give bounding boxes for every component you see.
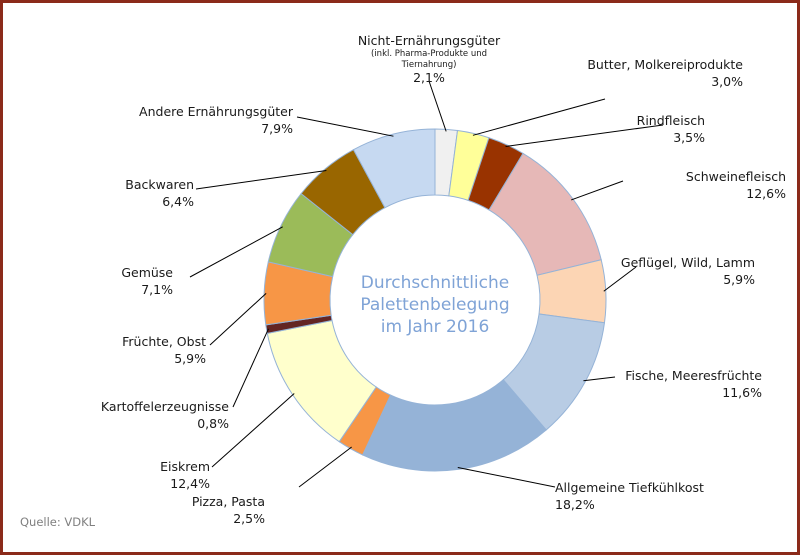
value-label-backwaren: 6,4% <box>162 194 194 209</box>
leader-nicht-ernaehrungsgueter <box>428 80 447 132</box>
value-label-fruechte-obst: 5,9% <box>174 351 206 366</box>
label-gefluegel-wild-lamm: Geflügel, Wild, Lamm <box>621 255 755 270</box>
label-eiskrem: Eiskrem <box>160 459 210 474</box>
label-allgemeine-tiefkuehlkost: Allgemeine Tiefkühlkost <box>555 480 704 495</box>
donut-slices <box>263 128 607 472</box>
value-label-pizza-pasta: 2,5% <box>233 511 265 526</box>
leader-rindfleisch <box>505 124 664 147</box>
leader-schweinefleisch <box>571 180 624 201</box>
leader-lines <box>189 80 664 488</box>
slice-andere-ernaehrungsgueter <box>352 128 436 209</box>
label-kartoffelerzeugnisse: Kartoffelerzeugnisse <box>101 399 229 414</box>
value-label-allgemeine-tiefkuehlkost: 18,2% <box>555 497 595 512</box>
leader-gefluegel-wild-lamm <box>603 266 637 292</box>
value-label-nicht-ernaehrungsgueter: 2,1% <box>413 70 445 85</box>
label-schweinefleisch: Schweinefleisch <box>686 169 786 184</box>
label-rindfleisch: Rindfleisch <box>637 113 705 128</box>
leader-backwaren <box>195 170 327 190</box>
label-gemuese: Gemüse <box>121 265 173 280</box>
leader-gemuese <box>189 226 283 278</box>
leader-allgemeine-tiefkuehlkost <box>457 466 556 488</box>
leader-fische-meeresfruechte <box>583 376 616 382</box>
center-text: Durchschnittliche Palettenbelegung im Ja… <box>360 273 509 337</box>
value-label-butter-molkereiprodukte: 3,0% <box>711 74 743 89</box>
leader-kartoffelerzeugnisse <box>232 328 269 408</box>
center-text-line-2: Palettenbelegung <box>360 295 509 315</box>
leader-fruechte-obst <box>209 292 267 346</box>
value-label-schweinefleisch: 12,6% <box>746 186 786 201</box>
value-label-rindfleisch: 3,5% <box>673 130 705 145</box>
leader-andere-ernaehrungsgueter <box>296 116 394 137</box>
label-note-nicht-ernaehrungsgueter-2: Tiernahrung) <box>401 60 457 70</box>
label-pizza-pasta: Pizza, Pasta <box>192 494 265 509</box>
label-note-nicht-ernaehrungsgueter-1: (inkl. Pharma-Produkte und <box>371 49 487 59</box>
value-label-eiskrem: 12,4% <box>170 476 210 491</box>
value-label-kartoffelerzeugnisse: 0,8% <box>197 416 229 431</box>
value-label-andere-ernaehrungsgueter: 7,9% <box>261 121 293 136</box>
value-label-fische-meeresfruechte: 11,6% <box>722 385 762 400</box>
label-fruechte-obst: Früchte, Obst <box>122 334 206 349</box>
leader-pizza-pasta <box>298 446 352 488</box>
slice-labels: Nicht-Ernährungsgüter(inkl. Pharma-Produ… <box>101 33 786 526</box>
label-andere-ernaehrungsgueter: Andere Ernährungsgüter <box>139 104 294 119</box>
value-label-gemuese: 7,1% <box>141 282 173 297</box>
leader-eiskrem <box>211 393 295 468</box>
label-fische-meeresfruechte: Fische, Meeresfrüchte <box>625 368 762 383</box>
label-butter-molkereiprodukte: Butter, Molkereiprodukte <box>587 57 743 72</box>
value-label-gefluegel-wild-lamm: 5,9% <box>723 272 755 287</box>
label-nicht-ernaehrungsgueter: Nicht-Ernährungsgüter <box>358 33 501 48</box>
source-note: Quelle: VDKL <box>20 515 96 529</box>
donut-chart: Nicht-Ernährungsgüter(inkl. Pharma-Produ… <box>20 33 786 529</box>
center-text-line-3: im Jahr 2016 <box>381 317 490 337</box>
center-text-line-1: Durchschnittliche <box>361 273 509 293</box>
label-backwaren: Backwaren <box>125 177 194 192</box>
leader-butter-molkereiprodukte <box>472 98 606 136</box>
